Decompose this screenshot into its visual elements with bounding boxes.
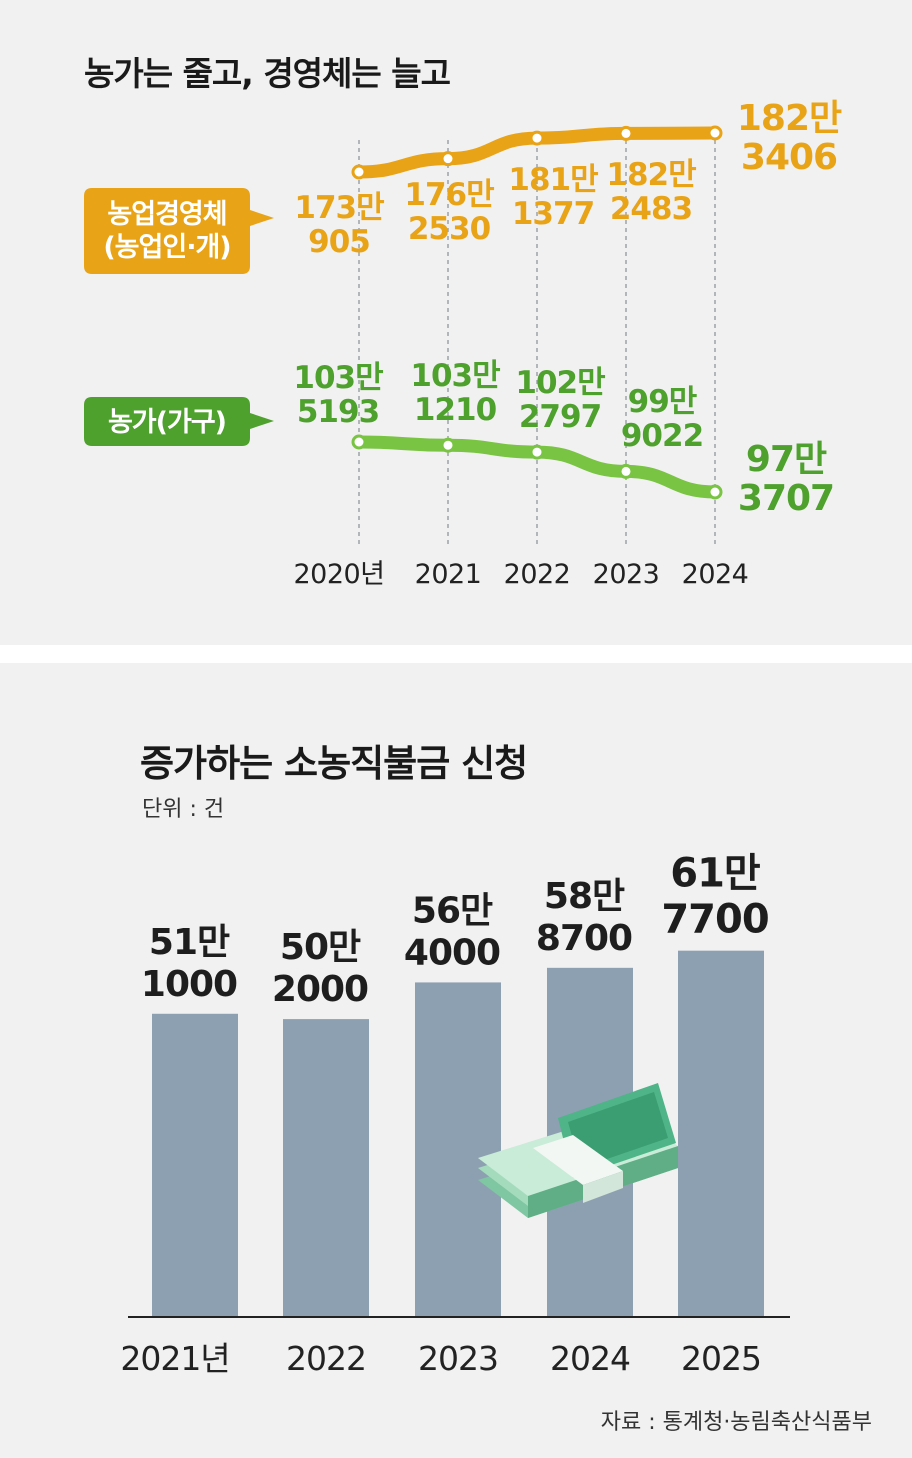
- data-label-farm-households-4: 97만 3707: [738, 439, 834, 519]
- label-line: 181만: [508, 162, 598, 198]
- point-farm-entities-0: [351, 164, 367, 180]
- data-label-farm-households-2: 102만 2797: [515, 365, 605, 435]
- unit-label: 단위 : 건: [142, 797, 225, 822]
- banknote-bundle-icon: [478, 1083, 678, 1218]
- chart1-title: 농가는 줄고, 경영체는 늘고: [84, 54, 451, 93]
- data-label-farm-entities-1: 176만 2530: [404, 177, 494, 247]
- label-line: 2797: [519, 399, 601, 435]
- label-line: 58만: [544, 876, 625, 917]
- x-tick-label: 2020년: [293, 559, 384, 590]
- label-line: 103만: [410, 358, 500, 394]
- label-line: 176만: [404, 177, 494, 213]
- point-farm-households-4: [707, 484, 723, 500]
- x-tick-label: 2024: [550, 1339, 630, 1378]
- top-bill-inner: [568, 1092, 668, 1168]
- farm-households-panel: 농가는 줄고, 경영체는 늘고 2020년 2021 2022 2023 2024 173…: [0, 0, 912, 645]
- label-line: 97만: [746, 439, 827, 480]
- data-label-farm-households-3: 99만 9022: [621, 384, 703, 454]
- legend-line: 농업경영체: [107, 199, 226, 230]
- data-label-farm-households-1: 103만 1210: [410, 358, 500, 428]
- point-farm-households-3: [618, 463, 634, 479]
- point-farm-households-2: [529, 444, 545, 460]
- x-tick-label: 2024: [682, 559, 749, 590]
- legend-badge-farm-households: [84, 397, 274, 446]
- x-tick-label: 2023: [418, 1339, 498, 1378]
- bar-2023: [415, 982, 501, 1316]
- data-label-farm-households-0: 103만 5193: [293, 360, 383, 430]
- x-tick-label: 2025: [681, 1339, 761, 1378]
- bar-2021년: [152, 1013, 238, 1316]
- label-line: 3707: [738, 478, 834, 519]
- label-line: 103만: [293, 360, 383, 396]
- label-line: 2483: [610, 191, 692, 227]
- small-farm-payment-panel: 증가하는 소농직불금 신청 단위 : 건 2021년 2022 2023 2024 20…: [0, 663, 912, 1458]
- x-tick-label: 2022: [286, 1339, 366, 1378]
- label-line: 51만: [149, 922, 230, 963]
- label-line: 8700: [536, 918, 632, 959]
- label-line: 1000: [141, 964, 237, 1005]
- label-line: 173만: [294, 190, 384, 226]
- label-line: 7700: [661, 897, 768, 943]
- x-tick-label: 2021: [415, 559, 482, 590]
- legend-line: (농업인·개): [103, 232, 230, 263]
- legend-badge-farm-entities: [84, 188, 274, 274]
- label-line: 99만: [628, 384, 697, 420]
- label-line: 4000: [404, 932, 500, 973]
- label-line: 102만: [515, 365, 605, 401]
- x-tick-label: 2021년: [120, 1339, 229, 1378]
- data-label-bar-1: 50만 2000: [272, 927, 368, 1010]
- data-label-farm-entities-4: 182만 3406: [737, 98, 842, 178]
- label-line: 182만: [606, 157, 696, 193]
- x-tick-label: 2022: [504, 559, 571, 590]
- label-line: 905: [308, 224, 370, 260]
- chart2-title: 증가하는 소농직불금 신청: [140, 742, 528, 785]
- data-label-bar-3: 58만 8700: [536, 876, 632, 959]
- bar-2025: [678, 950, 764, 1316]
- point-farm-entities-2: [529, 130, 545, 146]
- paper-band: [533, 1135, 623, 1185]
- legend-label-farm-households: 농가(가구): [108, 407, 226, 438]
- label-line: 182만: [737, 98, 842, 139]
- data-label-farm-entities-3: 182만 2483: [606, 157, 696, 227]
- legend-label-farm-entities: 농업경영체 (농업인·개): [103, 199, 230, 263]
- data-label-bar-0: 51만 1000: [141, 922, 237, 1005]
- label-line: 61만: [670, 851, 761, 897]
- bar-2022: [283, 1019, 369, 1316]
- label-line: 5193: [297, 394, 379, 430]
- data-label-farm-entities-0: 173만 905: [294, 190, 384, 260]
- point-farm-households-1: [440, 437, 456, 453]
- point-farm-households-0: [351, 434, 367, 450]
- point-farm-entities-3: [618, 125, 634, 141]
- point-farm-entities-4: [707, 125, 723, 141]
- paper-band-side: [583, 1171, 623, 1203]
- bar-chart: 2021년 2022 2023 2024 2025 51만 1000 50만 2000 56만 40…: [120, 851, 790, 1378]
- label-line: 1210: [414, 392, 497, 428]
- label-line: 1377: [512, 196, 594, 232]
- x-tick-label: 2023: [593, 559, 660, 590]
- label-line: 2530: [408, 211, 491, 247]
- label-line: 2000: [272, 969, 368, 1010]
- data-label-bar-2: 56만 4000: [404, 890, 500, 973]
- data-label-bar-4: 61만 7700: [661, 851, 768, 943]
- data-label-farm-entities-2: 181만 1377: [508, 162, 598, 232]
- label-line: 3406: [741, 137, 837, 178]
- point-farm-entities-1: [440, 151, 456, 167]
- label-line: 9022: [621, 418, 703, 454]
- label-line: 56만: [412, 890, 493, 931]
- label-line: 50만: [280, 927, 361, 968]
- source-note: 자료 : 통계청·농림축산식품부: [600, 1410, 872, 1435]
